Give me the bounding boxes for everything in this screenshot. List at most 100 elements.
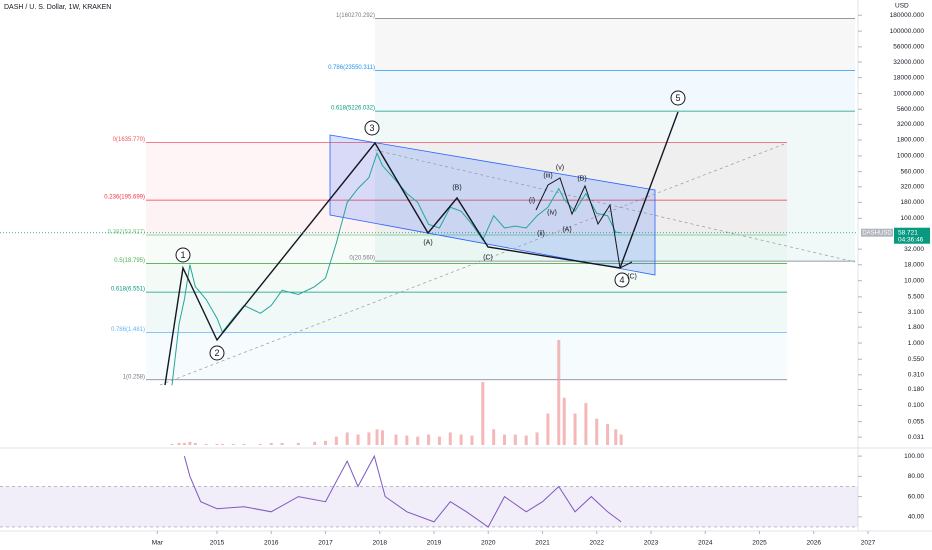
fib-band: [146, 292, 787, 333]
x-tick-label: 2023: [644, 540, 659, 547]
volume-bar: [177, 442, 181, 445]
volume-bar: [606, 424, 610, 445]
currency: USD: [895, 3, 909, 10]
volume-bar: [394, 434, 398, 445]
fib-label: 0.236(195.699): [104, 195, 145, 201]
price-badge: [894, 227, 930, 244]
volume-bar: [619, 434, 623, 445]
wave-circle: [209, 345, 225, 361]
fib-band: [146, 235, 787, 264]
x-tick-label: 2018: [373, 540, 388, 547]
y-tick-label: 100.000: [901, 215, 925, 222]
channel: [329, 134, 656, 276]
wave-circle: [670, 90, 686, 106]
fib-label: 0.618(5226.032): [331, 106, 375, 112]
sub-wave-path: [535, 177, 633, 269]
y-tick-label: 5600.000: [897, 106, 924, 113]
x-tick-label: 2021: [535, 540, 550, 547]
y-tick-label: 18000.000: [893, 74, 924, 81]
volume-bar: [313, 441, 317, 445]
y-tick-label: 1800.000: [897, 137, 924, 144]
volume-bar: [557, 340, 561, 445]
wave-label: (B): [577, 175, 586, 182]
rsi-tick-label: 100.00: [904, 453, 924, 460]
volume-bar: [258, 443, 262, 445]
volume-bar: [448, 432, 452, 445]
fib-band: [375, 18, 855, 71]
volume-bar: [595, 418, 599, 445]
volume-bar: [535, 432, 539, 445]
volume-bar: [375, 429, 379, 445]
volume-bar: [614, 429, 618, 445]
y-tick-label: 10.000: [904, 277, 924, 284]
fib-label: 0.786(1.481): [111, 327, 145, 333]
y-tick-label: 56000.000: [893, 44, 924, 51]
y-tick-label: 3200.000: [897, 121, 924, 128]
volume-bar: [584, 403, 588, 445]
volume-bar: [481, 382, 485, 445]
wave-label: 1: [180, 250, 185, 260]
x-tick-label: 2016: [264, 540, 279, 547]
volume-bar: [427, 434, 431, 445]
volume-bar: [513, 434, 517, 445]
wave-label: (iv): [547, 209, 557, 216]
x-tick-label: 2019: [427, 540, 442, 547]
volume-bar: [242, 443, 246, 445]
x-tick-label: Mar: [152, 540, 164, 547]
fib-band: [146, 263, 787, 293]
y-tick-label: 0.310: [908, 371, 925, 378]
y-tick-label: 10000.000: [893, 90, 924, 97]
wave-label: (i): [529, 197, 535, 204]
volume-bar: [546, 413, 550, 445]
volume-bar: [296, 442, 300, 445]
x-tick-label: 2020: [481, 540, 496, 547]
volume-bar: [193, 442, 197, 445]
fib-label: 0(20.560): [349, 256, 375, 262]
y-tick-label: 0.100: [908, 402, 925, 409]
wave-label: (C): [483, 254, 493, 261]
symbol-badge: [861, 228, 893, 237]
wave-label: (B): [452, 184, 461, 191]
rsi-line: [183, 454, 622, 528]
y-tick-label: 32.000: [904, 246, 924, 253]
trend-line: [159, 142, 788, 386]
rsi-tick-label: 60.00: [908, 493, 925, 500]
volume-bar: [204, 443, 208, 445]
wave-circle: [614, 272, 630, 288]
rsi-band: [0, 486, 858, 527]
y-tick-label: 1.800: [908, 324, 925, 331]
volume-bar: [182, 442, 186, 445]
volume-bar: [269, 442, 273, 445]
volume-bar: [405, 435, 409, 445]
volume-bar: [380, 430, 384, 445]
volume-bar: [345, 432, 349, 445]
y-tick-label: 560.000: [901, 168, 925, 175]
volume-bar: [334, 436, 338, 445]
wave-path: [164, 111, 679, 386]
fib-label: 0.786(23550.311): [328, 65, 375, 71]
x-tick-label: 2017: [318, 540, 333, 547]
fib-label: 0.5(18.795): [114, 258, 145, 264]
volume-bar: [470, 435, 474, 445]
volume-bar: [367, 432, 371, 445]
wave-label: (iii): [543, 172, 552, 179]
rsi-tick-label: 80.00: [908, 473, 925, 480]
trend-line: [374, 149, 856, 263]
volume-bar: [573, 413, 577, 445]
wave-label: 2: [214, 348, 219, 358]
y-tick-label: 3.100: [908, 309, 925, 316]
volume-bar: [323, 440, 327, 445]
wave-label: (A): [423, 239, 432, 246]
symbol-label: DASHUSD: [862, 230, 892, 236]
volume-bar: [416, 436, 420, 445]
price-layer: [171, 151, 622, 386]
y-tick-label: 0.055: [908, 418, 925, 425]
y-tick-label: 100000.000: [890, 28, 925, 35]
fib-band: [375, 70, 855, 112]
wave-label: (A): [562, 226, 571, 233]
volume-bar: [220, 443, 224, 445]
wave-label: (v): [556, 164, 564, 171]
y-tick-label: 5.500: [908, 294, 925, 301]
x-tick-label: 2024: [698, 540, 713, 547]
fib-label: 0.618(6.551): [111, 287, 145, 293]
